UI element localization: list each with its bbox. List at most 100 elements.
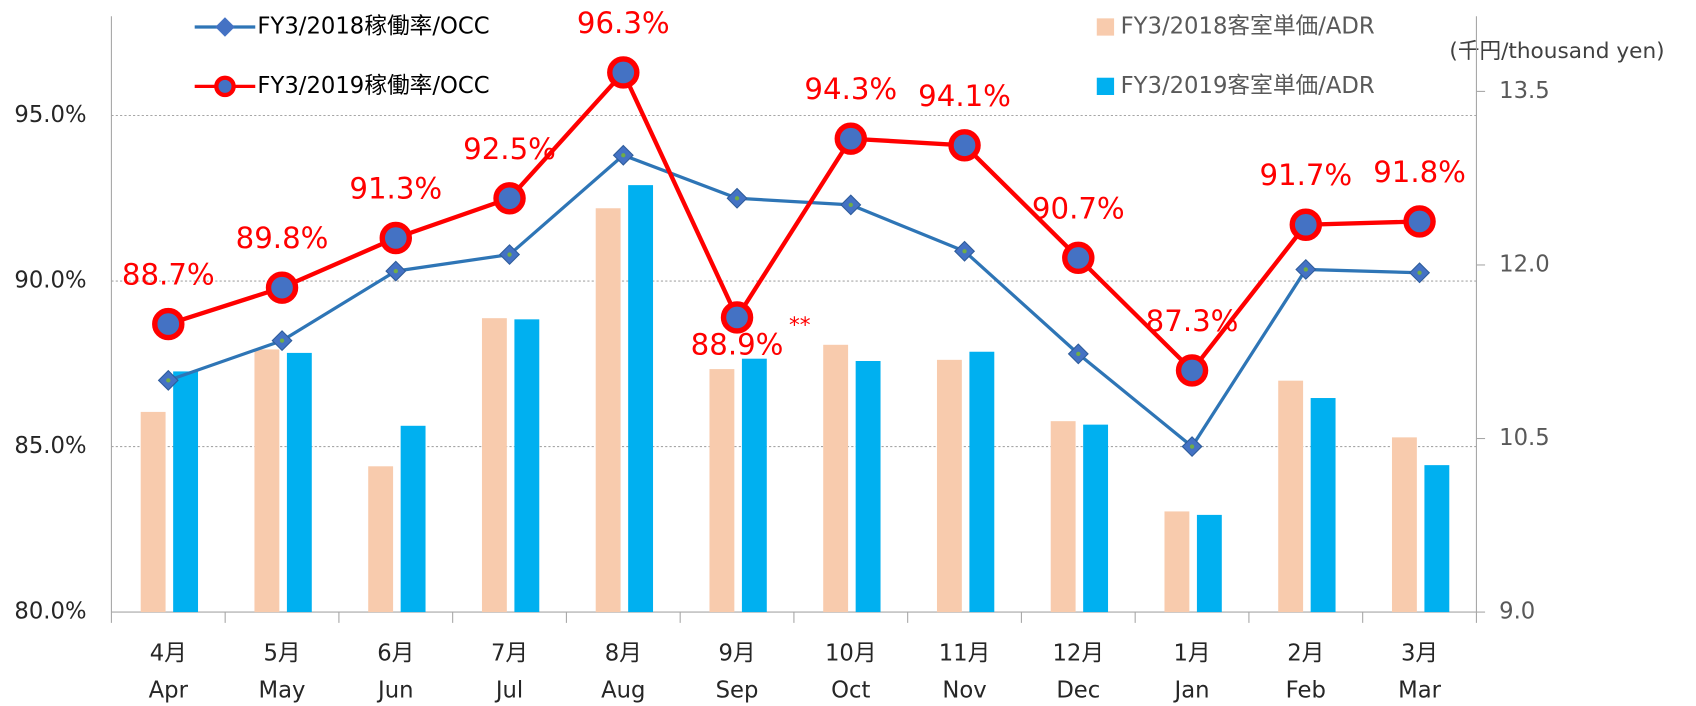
bar — [368, 466, 394, 613]
x-tick-label: May — [259, 677, 306, 703]
y-tick-label: 95.0% — [14, 102, 86, 128]
x-tick-label: Dec — [1056, 677, 1100, 703]
x-tick-label: 10月 — [825, 641, 877, 667]
legend-swatch — [215, 17, 235, 37]
bar — [823, 344, 849, 613]
marker-dot — [393, 268, 398, 274]
bar — [1310, 398, 1336, 613]
data-label: 87.3% — [1146, 304, 1239, 338]
bar — [1083, 424, 1109, 613]
marker-dot — [962, 249, 967, 254]
bar — [286, 352, 312, 613]
marker-dot — [279, 338, 285, 343]
marker-dot — [507, 252, 512, 257]
x-tick-label: Jun — [376, 677, 413, 703]
y2-tick-label: 12.0 — [1499, 251, 1550, 277]
x-tick-label: 12月 — [1052, 641, 1104, 667]
bar — [514, 319, 540, 613]
data-label: 94.3% — [804, 72, 897, 106]
bar — [628, 185, 654, 613]
marker — [493, 182, 526, 215]
marker — [607, 56, 640, 89]
annotation: ** — [789, 313, 811, 338]
x-tick-label: 4月 — [150, 641, 187, 667]
bar — [1391, 437, 1417, 613]
x-tick-label: Apr — [149, 677, 189, 703]
marker — [834, 122, 868, 155]
marker — [1289, 208, 1323, 241]
x-tick-label: Jul — [494, 677, 523, 703]
data-label: 91.3% — [349, 172, 442, 206]
x-tick-label: 11月 — [939, 641, 991, 667]
data-label: 91.8% — [1373, 155, 1466, 189]
x-tick-label: 1月 — [1173, 641, 1210, 667]
x-tick-label: Nov — [942, 677, 986, 703]
x-tick-label: 8月 — [605, 641, 642, 667]
x-tick-label: Jan — [1173, 677, 1210, 703]
bar — [1278, 380, 1304, 613]
marker — [1062, 241, 1095, 275]
data-label: 96.3% — [577, 6, 670, 40]
bar — [1196, 514, 1222, 613]
marker-dot — [1417, 270, 1422, 275]
x-tick-label: 5月 — [263, 641, 300, 667]
legend-swatch — [1096, 77, 1115, 95]
marker-dot — [848, 202, 853, 208]
y2-tick-label: 9.0 — [1499, 599, 1535, 625]
marker — [379, 221, 413, 255]
line — [167, 153, 1420, 449]
data-label: 91.7% — [1259, 158, 1352, 192]
marker-dot — [621, 153, 626, 158]
bar — [709, 369, 735, 613]
bar — [140, 411, 166, 613]
marker-dot — [1303, 267, 1308, 272]
bar — [595, 208, 621, 613]
bar — [481, 318, 507, 613]
marker — [1175, 354, 1209, 387]
bar — [1050, 421, 1076, 613]
marker — [948, 129, 981, 162]
legend-label: FY3/2019客室単価/ADR — [1121, 73, 1375, 99]
bar — [173, 371, 199, 613]
marker-dot — [166, 378, 171, 383]
x-tick-label: 7月 — [491, 641, 528, 667]
data-label: 88.9% — [691, 328, 784, 362]
data-label: 92.5% — [463, 132, 556, 166]
legend-swatch — [1096, 18, 1115, 36]
x-tick-label: Sep — [716, 677, 759, 703]
bar — [741, 358, 767, 613]
data-label: 89.8% — [236, 221, 329, 255]
bar — [1164, 511, 1190, 613]
x-tick-label: 9月 — [718, 641, 755, 667]
legend-label: FY3/2018客室単価/ADR — [1121, 14, 1375, 40]
line — [167, 68, 1420, 374]
bar — [254, 349, 280, 613]
bar — [855, 360, 881, 613]
legend-label: FY3/2018稼働率/OCC — [257, 14, 489, 40]
x-tick-label: 2月 — [1287, 641, 1324, 667]
x-tick-label: Oct — [831, 677, 870, 703]
data-label: 90.7% — [1032, 191, 1125, 225]
data-label: 94.1% — [918, 79, 1011, 113]
legend-swatch — [214, 75, 236, 98]
marker — [720, 301, 754, 334]
x-tick-label: Feb — [1286, 677, 1326, 703]
marker-dot — [1189, 444, 1195, 449]
marker-dot — [1076, 351, 1081, 357]
bar — [969, 351, 995, 613]
bar — [1424, 465, 1450, 613]
x-tick-label: 3月 — [1401, 641, 1438, 667]
marker — [152, 307, 185, 341]
marker-dot — [734, 196, 740, 201]
y-tick-label: 90.0% — [14, 268, 86, 294]
bar — [936, 359, 962, 613]
bar — [400, 425, 426, 613]
y-tick-label: 80.0% — [14, 599, 86, 625]
y2-axis-label: (千円/thousand yen) — [1449, 39, 1664, 64]
x-tick-label: Mar — [1398, 677, 1442, 703]
marker — [265, 271, 299, 304]
y-tick-label: 85.0% — [14, 433, 86, 459]
x-tick-label: Aug — [601, 677, 645, 703]
legend-label: FY3/2019稼働率/OCC — [257, 73, 489, 99]
